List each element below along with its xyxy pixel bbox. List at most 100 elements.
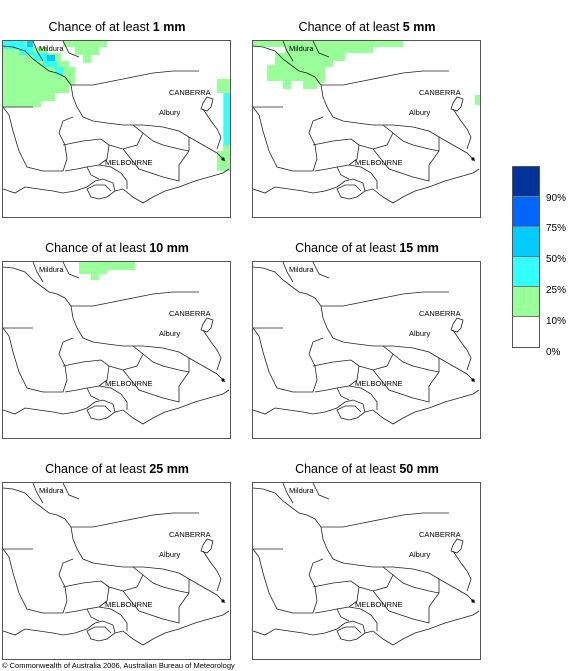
boundary-line	[452, 550, 472, 592]
boundary-line	[62, 345, 144, 371]
location-dot	[221, 378, 225, 382]
legend-swatch-25	[513, 257, 539, 287]
boundary-line	[3, 548, 74, 614]
boundary-line	[86, 387, 100, 401]
boundary-line	[62, 262, 80, 279]
place-label-albury: Albury	[159, 329, 181, 338]
place-label-canberra: CANBERRA	[419, 309, 461, 318]
map-10mm: Mildura CANBERRA Albury MELBOURNE	[2, 261, 231, 439]
boundary-line	[253, 399, 366, 421]
boundary-line	[314, 144, 360, 172]
legend-label: 75%	[546, 223, 567, 234]
boundary-line	[312, 345, 394, 371]
boundary-line	[392, 353, 440, 373]
boundary-line	[450, 96, 464, 112]
probability-area	[27, 41, 55, 61]
boundary-line	[114, 168, 230, 204]
probability-area	[63, 41, 107, 63]
place-label-melbourne: MELBOURNE	[355, 158, 403, 167]
boundary-line	[98, 606, 128, 631]
place-label-canberra: CANBERRA	[169, 88, 211, 97]
boundary-line	[62, 566, 144, 592]
boundary-line	[32, 41, 44, 62]
boundary-line	[98, 385, 128, 410]
place-label-canberra: CANBERRA	[169, 309, 211, 318]
boundary-line	[348, 164, 378, 189]
boundary-line	[372, 358, 440, 403]
legend-swatch-90	[513, 167, 539, 197]
boundary-line	[253, 178, 366, 200]
location-dot	[221, 157, 225, 161]
probability-area	[79, 262, 135, 280]
panel-title: Chance of at least 5 mm	[298, 20, 436, 34]
boundary-line	[114, 610, 230, 646]
probability-overlay	[253, 41, 480, 105]
place-label-mildura: Mildura	[289, 265, 314, 274]
boundary-line	[321, 70, 449, 86]
boundary-line	[71, 512, 199, 528]
boundary-line	[312, 124, 394, 150]
boundary-line	[142, 132, 190, 152]
panel-title: Chance of at least 1 mm	[48, 20, 186, 34]
boundary-line	[312, 566, 394, 592]
location-dot	[471, 378, 475, 382]
map-5mm: Mildura CANBERRA Albury MELBOURNE	[252, 40, 481, 218]
boundary-line	[282, 41, 294, 62]
map-25mm: Mildura CANBERRA Albury MELBOURNE	[2, 482, 231, 660]
copyright-notice: © Commonwealth of Australia 2006, Austra…	[2, 661, 235, 670]
boundary-line	[32, 483, 44, 504]
boundary-line	[32, 262, 44, 283]
victoria-basemap: Mildura CANBERRA Albury MELBOURNE	[3, 483, 230, 646]
boundary-line	[3, 620, 116, 642]
boundary-line	[202, 550, 222, 592]
boundary-line	[3, 327, 74, 393]
boundary-line	[321, 512, 449, 528]
boundary-line	[114, 389, 230, 425]
panel-title: Chance of at least 25 mm	[45, 462, 189, 476]
probability-area	[475, 95, 480, 105]
boundary-line	[3, 106, 74, 172]
color-legend	[512, 166, 540, 348]
boundary-line	[336, 387, 350, 401]
boundary-line	[71, 291, 199, 307]
legend-label: 25%	[546, 285, 567, 296]
boundary-line	[122, 579, 190, 624]
legend-swatch-50	[513, 227, 539, 257]
panel-title: Chance of at least 50 mm	[295, 462, 439, 476]
probability-overlay	[79, 262, 135, 280]
boundary-line	[372, 137, 440, 182]
panel-title: Chance of at least 10 mm	[45, 241, 189, 255]
place-label-albury: Albury	[409, 329, 431, 338]
map-50mm: Mildura CANBERRA Albury MELBOURNE	[252, 482, 481, 660]
location-dot	[471, 599, 475, 603]
legend-swatch-0	[513, 317, 539, 347]
place-label-melbourne: MELBOURNE	[105, 600, 153, 609]
boundary-line	[62, 483, 80, 500]
victoria-basemap: Mildura CANBERRA Albury MELBOURNE	[253, 41, 480, 204]
boundary-line	[3, 45, 226, 162]
probability-area	[3, 41, 63, 75]
boundary-line	[392, 132, 440, 152]
location-dot	[471, 157, 475, 161]
map-15mm: Mildura CANBERRA Albury MELBOURNE	[252, 261, 481, 439]
place-label-mildura: Mildura	[39, 44, 64, 53]
boundary-line	[253, 548, 324, 614]
boundary-line	[64, 586, 110, 614]
boundary-line	[3, 178, 116, 200]
boundary-line	[364, 610, 480, 646]
boundary-line	[282, 262, 294, 283]
boundary-line	[312, 41, 330, 58]
place-label-canberra: CANBERRA	[419, 88, 461, 97]
victoria-basemap: Mildura CANBERRA Albury MELBOURNE	[253, 262, 480, 425]
boundary-line	[200, 317, 214, 333]
panel-title: Chance of at least 15 mm	[295, 241, 439, 255]
place-label-mildura: Mildura	[289, 44, 314, 53]
boundary-line	[200, 96, 214, 112]
boundary-line	[62, 41, 80, 58]
place-label-mildura: Mildura	[289, 486, 314, 495]
boundary-line	[142, 574, 190, 594]
boundary-line	[253, 106, 324, 172]
boundary-line	[364, 389, 480, 425]
boundary-line	[122, 358, 190, 403]
boundary-line	[142, 353, 190, 373]
